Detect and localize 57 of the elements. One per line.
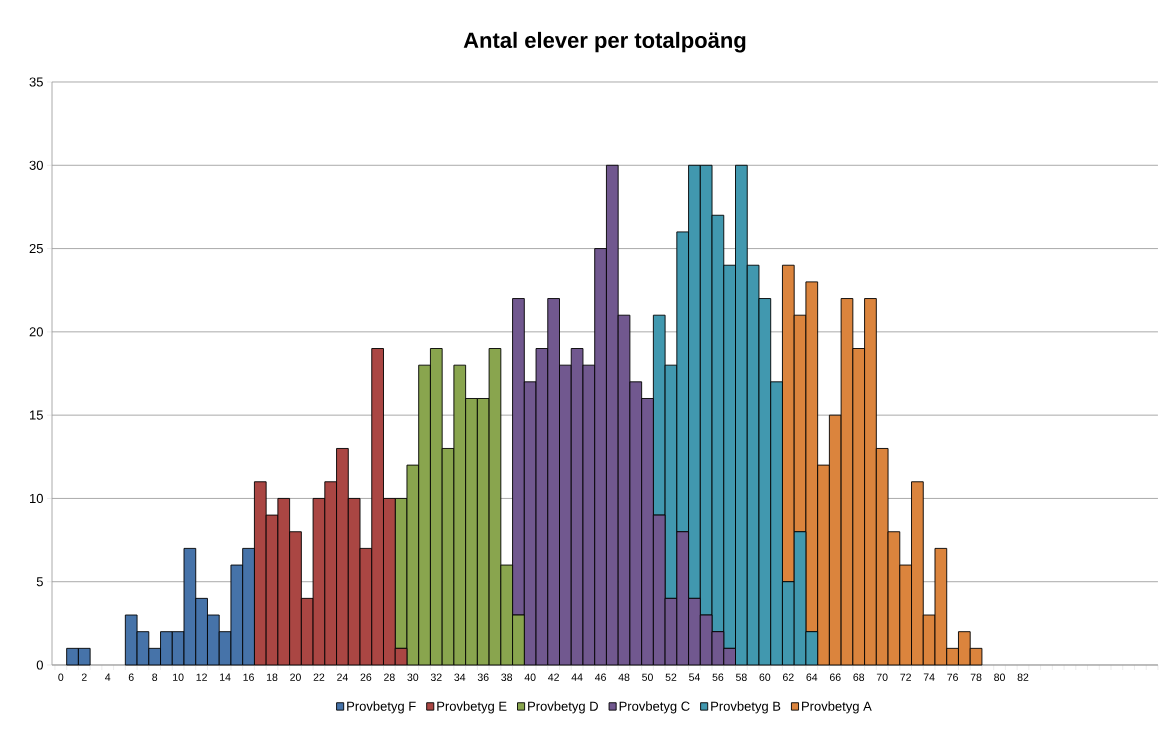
y-tick-label: 25 [29,243,43,254]
x-tick-label: 10 [173,673,184,681]
y-tick-label: 5 [36,577,43,587]
x-tick-label: 74 [923,673,935,681]
x-tick-label: 66 [829,673,841,681]
x-tick-label: 82 [1017,673,1029,681]
x-tick-label: 4 [105,673,111,681]
x-tick-label: 50 [642,673,653,681]
x-tick-label: 62 [783,673,794,681]
y-tick-label: 30 [29,160,43,170]
x-tick-label: 64 [806,673,818,681]
x-tick-label: 8 [152,673,158,681]
x-tick-label: 80 [994,673,1005,681]
x-tick-label: 12 [196,673,207,681]
x-tick-label: 40 [524,673,536,681]
x-tick-label: 68 [853,673,865,681]
y-tick-label: 15 [30,410,43,420]
x-tick-label: 6 [128,673,134,681]
x-tick-label: 0 [58,673,64,681]
x-tick-label: 24 [337,673,348,681]
x-tick-label: 42 [548,673,559,681]
x-tick-label: 48 [618,673,630,681]
x-tick-label: 72 [900,673,911,681]
x-tick-label: 60 [759,673,771,681]
x-tick-label: 14 [220,673,231,681]
x-tick-label: 28 [384,673,395,681]
x-tick-label: 34 [454,673,466,681]
legend-label: Provbetyg C [619,701,690,714]
chart-title: Antal elever per totalpoäng [463,31,746,53]
x-tick-label: 46 [594,673,606,681]
x-tick-label: 54 [689,673,700,681]
x-tick-label: 16 [243,673,254,681]
x-tick-label: 32 [430,673,442,681]
x-tick-label: 78 [970,673,982,681]
x-tick-label: 44 [571,673,583,681]
legend-label: Provbetyg E [437,701,507,714]
x-tick-label: 58 [735,673,747,681]
x-tick-label: 20 [290,673,301,681]
x-tick-label: 18 [266,673,278,681]
x-tick-label: 30 [407,673,419,681]
legend-label: Provbetyg F [347,701,416,714]
x-tick-label: 38 [501,673,513,681]
x-tick-label: 70 [876,673,888,681]
x-tick-label: 76 [947,673,958,681]
legend-label: Provbetyg D [528,701,598,714]
y-tick-label: 35 [29,77,43,87]
x-tick-label: 36 [477,673,489,681]
legend-label: Provbetyg A [802,701,872,714]
x-tick-label: 2 [81,673,87,681]
x-tick-label: 22 [313,673,325,681]
y-tick-label: 10 [30,493,43,504]
legend-label: Provbetyg B [711,701,781,714]
x-tick-label: 26 [360,673,372,681]
x-tick-label: 56 [712,673,724,681]
y-tick-label: 20 [29,327,43,337]
y-tick-label: 0 [36,660,43,670]
x-tick-label: 52 [665,673,677,681]
